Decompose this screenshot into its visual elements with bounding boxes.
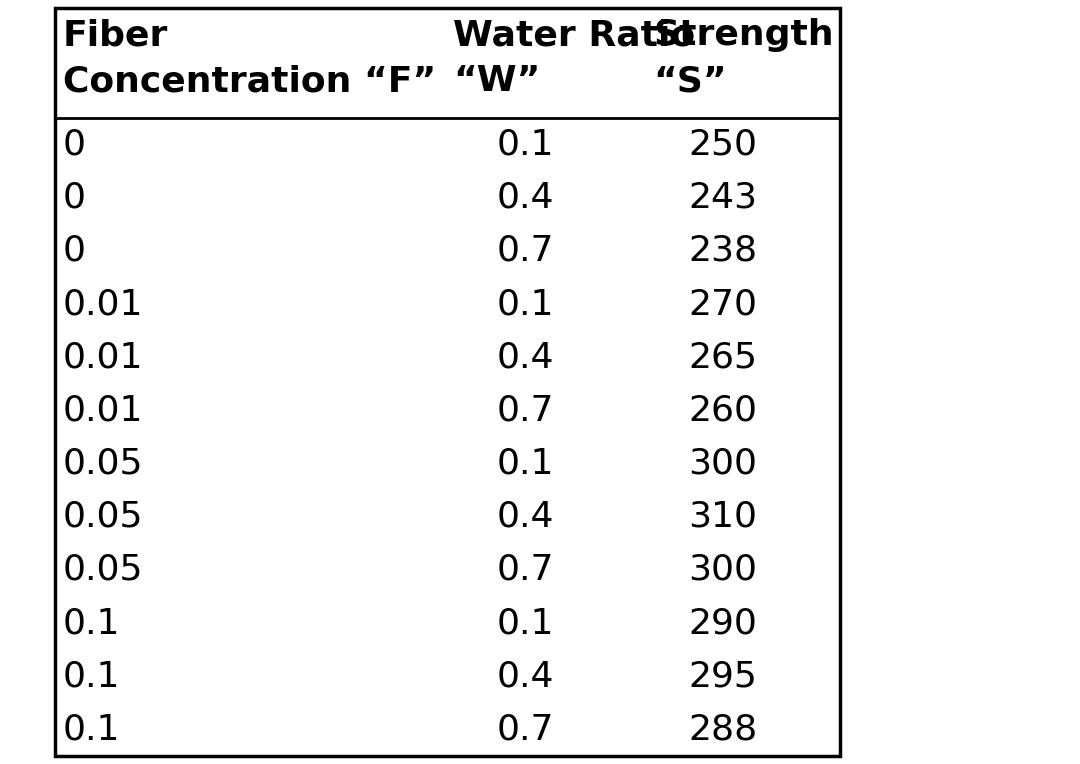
Bar (55, 8, 840, 756)
Text: 0.7: 0.7 (496, 234, 554, 268)
Text: 0.01: 0.01 (63, 287, 144, 321)
Text: 260: 260 (689, 393, 757, 427)
Text: 310: 310 (689, 500, 757, 534)
Text: 0.1: 0.1 (496, 447, 554, 481)
Text: Strength: Strength (653, 18, 834, 52)
Text: 0.4: 0.4 (496, 500, 554, 534)
Text: Concentration “F”: Concentration “F” (63, 64, 436, 98)
Text: 0.05: 0.05 (63, 447, 144, 481)
Text: 0.05: 0.05 (63, 553, 144, 587)
Text: Fiber: Fiber (63, 18, 168, 52)
Text: 0.4: 0.4 (496, 181, 554, 215)
Text: 265: 265 (689, 340, 757, 374)
Text: 270: 270 (689, 287, 757, 321)
Text: 288: 288 (688, 712, 758, 746)
Text: Water Ratio: Water Ratio (453, 18, 696, 52)
Text: 0.05: 0.05 (63, 500, 144, 534)
Text: “W”: “W” (453, 64, 540, 98)
Text: 0.1: 0.1 (63, 606, 121, 640)
Text: 0: 0 (63, 181, 86, 215)
Text: 0.4: 0.4 (496, 659, 554, 693)
Text: 238: 238 (688, 234, 757, 268)
Text: 0.7: 0.7 (496, 553, 554, 587)
Text: 0.1: 0.1 (63, 659, 121, 693)
Text: 0.1: 0.1 (63, 712, 121, 746)
Text: 0.01: 0.01 (63, 393, 144, 427)
Text: 250: 250 (689, 128, 757, 161)
Text: 0.1: 0.1 (496, 606, 554, 640)
Text: 0.1: 0.1 (496, 128, 554, 161)
Text: 0.01: 0.01 (63, 340, 144, 374)
Text: 243: 243 (689, 181, 757, 215)
Text: 295: 295 (689, 659, 757, 693)
Text: 0: 0 (63, 234, 86, 268)
Text: 0.7: 0.7 (496, 393, 554, 427)
Text: 300: 300 (689, 553, 757, 587)
Text: 0.1: 0.1 (496, 287, 554, 321)
Text: 290: 290 (689, 606, 757, 640)
Text: “S”: “S” (653, 64, 727, 98)
Text: 0.7: 0.7 (496, 712, 554, 746)
Text: 0: 0 (63, 128, 86, 161)
Text: 0.4: 0.4 (496, 340, 554, 374)
Text: 300: 300 (689, 447, 757, 481)
